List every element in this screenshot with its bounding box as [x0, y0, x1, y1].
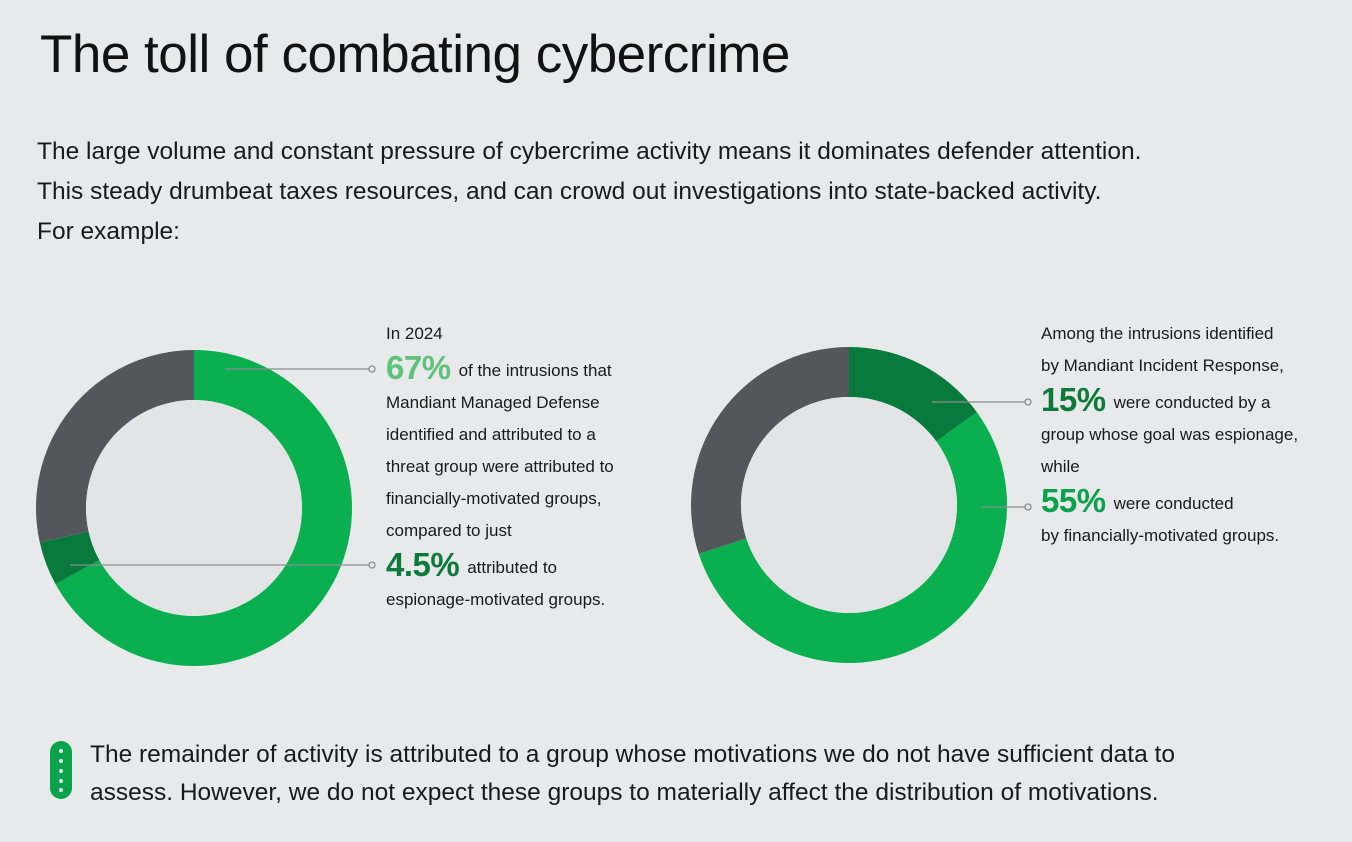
leader-dot [1024, 398, 1032, 406]
callout-text: while [1041, 457, 1080, 476]
donut-slice-espionage [849, 347, 977, 442]
donut-slice-financial [698, 412, 1008, 663]
callout-text: of the intrusions that [458, 361, 612, 380]
callout-text: financially-motivated groups, [386, 489, 602, 508]
callout-text: by Mandiant Incident Response, [1041, 356, 1284, 375]
stat-espionage-percent: 4.5% [386, 546, 460, 583]
footnote-line: The remainder of activity is attributed … [90, 741, 1175, 768]
callout-text: espionage-motivated groups. [386, 590, 606, 609]
stat-financial-percent: 67% [386, 349, 451, 386]
page-title: The toll of combating cybercrime [40, 25, 790, 84]
stat-financial-percent: 55% [1041, 482, 1106, 519]
callout-managed-defense: In 2024 67% of the intrusions that Mandia… [386, 318, 614, 616]
footnote-text: The remainder of activity is attributed … [90, 736, 1175, 812]
leader-dot [368, 561, 376, 569]
intro-paragraph: The large volume and constant pressure o… [37, 132, 1327, 252]
callout-text: were conducted [1113, 494, 1234, 513]
footnote-line: assess. However, we do not expect these … [90, 779, 1159, 806]
donut-slice-remainder [691, 347, 849, 554]
intro-line: This steady drumbeat taxes resources, an… [37, 178, 1102, 205]
donut-slice-financial [55, 350, 353, 666]
callout-year: In 2024 [386, 324, 443, 343]
vertical-dots-icon [50, 741, 72, 799]
intro-line: For example: [37, 218, 180, 245]
donut-hole [86, 400, 302, 616]
callout-text: threat group were attributed to [386, 457, 614, 476]
donut-slice-espionage [39, 531, 100, 585]
leader-dot [1024, 503, 1032, 511]
donut-slice-remainder [35, 350, 194, 543]
donut-hole [741, 397, 957, 613]
callout-text: group whose goal was espionage, [1041, 425, 1299, 444]
intro-line: The large volume and constant pressure o… [37, 138, 1142, 165]
stat-espionage-percent: 15% [1041, 381, 1106, 418]
footnote: The remainder of activity is attributed … [50, 736, 1340, 812]
callout-text: were conducted by a [1113, 393, 1271, 412]
callout-text: compared to just [386, 521, 512, 540]
callout-text: Mandiant Managed Defense [386, 393, 600, 412]
callout-text: identified and attributed to a [386, 425, 596, 444]
callout-text: attributed to [467, 558, 557, 577]
leader-dot [368, 365, 376, 373]
callout-text: Among the intrusions identified [1041, 324, 1274, 343]
callout-text: by financially-motivated groups. [1041, 526, 1280, 545]
callout-incident-response: Among the intrusions identified by Mandi… [1041, 318, 1298, 552]
